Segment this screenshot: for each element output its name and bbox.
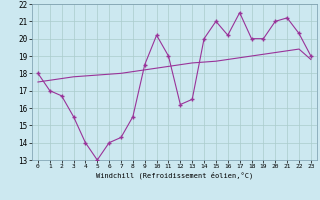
X-axis label: Windchill (Refroidissement éolien,°C): Windchill (Refroidissement éolien,°C) (96, 172, 253, 179)
